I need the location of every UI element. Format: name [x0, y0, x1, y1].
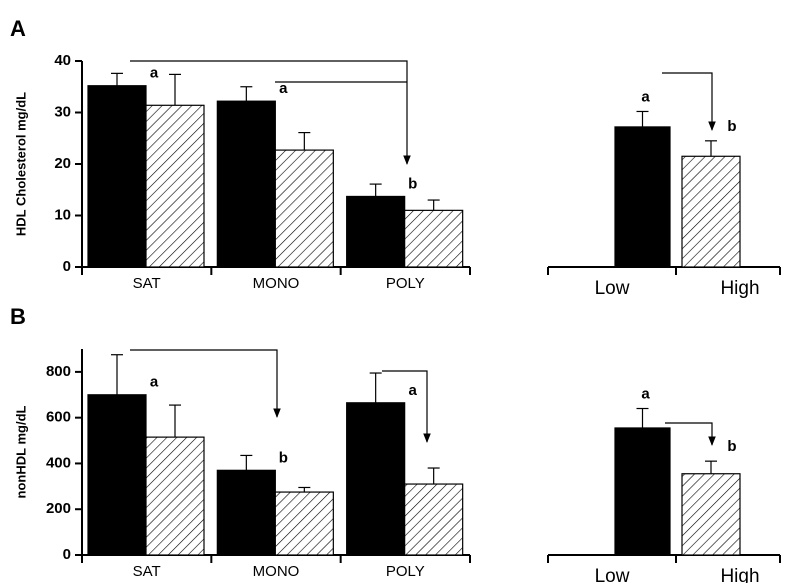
- bar: [145, 436, 205, 556]
- bar: [274, 491, 334, 556]
- significance-letter: b: [279, 449, 288, 466]
- significance-letter: a: [641, 385, 650, 402]
- bar: [346, 195, 406, 268]
- y-tick-label: 0: [63, 546, 71, 563]
- y-tick-label: 200: [46, 500, 71, 517]
- y-tick-label: 20: [54, 155, 71, 172]
- significance-letter: b: [727, 438, 736, 455]
- comparison-arrow: [665, 422, 716, 446]
- y-tick-label: 600: [46, 409, 71, 426]
- x-tick-label: High: [720, 278, 759, 299]
- significance-letter: b: [408, 175, 417, 192]
- bar: [681, 473, 741, 556]
- x-tick-label: POLY: [386, 275, 425, 292]
- bar: [87, 85, 147, 268]
- bar: [614, 126, 671, 268]
- x-tick-label: POLY: [386, 563, 425, 580]
- significance-letter: a: [150, 374, 159, 391]
- comparison-arrow: [130, 60, 411, 165]
- y-tick-label: 40: [54, 52, 71, 69]
- panel-label: A: [10, 16, 26, 41]
- significance-letter: a: [408, 382, 417, 399]
- x-tick-label: MONO: [253, 563, 300, 580]
- significance-letter: a: [279, 80, 288, 97]
- significance-letter: b: [727, 118, 736, 135]
- x-tick-label: High: [720, 566, 759, 583]
- bar: [346, 402, 406, 556]
- y-tick-label: 0: [63, 258, 71, 275]
- bar: [87, 394, 147, 556]
- x-tick-label: SAT: [133, 275, 161, 292]
- bar: [681, 155, 741, 268]
- x-tick-label: Low: [595, 278, 630, 299]
- bar: [216, 469, 276, 556]
- significance-letter: a: [641, 88, 650, 105]
- y-tick-label: 10: [54, 206, 71, 223]
- bar: [274, 149, 334, 268]
- bar: [404, 483, 464, 556]
- comparison-arrow: [662, 72, 716, 131]
- bar: [404, 209, 464, 268]
- bar: [216, 100, 276, 268]
- y-tick-label: 800: [46, 363, 71, 380]
- y-axis-label: HDL Cholesterol mg/dL: [13, 92, 28, 236]
- x-tick-label: SAT: [133, 563, 161, 580]
- bar: [145, 104, 205, 268]
- x-tick-label: Low: [595, 566, 630, 583]
- y-tick-label: 30: [54, 103, 71, 120]
- y-tick-label: 400: [46, 454, 71, 471]
- comparison-arrow: [382, 370, 431, 443]
- significance-letter: a: [150, 65, 159, 82]
- x-tick-label: MONO: [253, 275, 300, 292]
- y-axis-label: nonHDL mg/dL: [13, 405, 28, 498]
- panel-label: B: [10, 304, 26, 329]
- comparison-arrow: [130, 349, 281, 418]
- bar: [614, 427, 671, 556]
